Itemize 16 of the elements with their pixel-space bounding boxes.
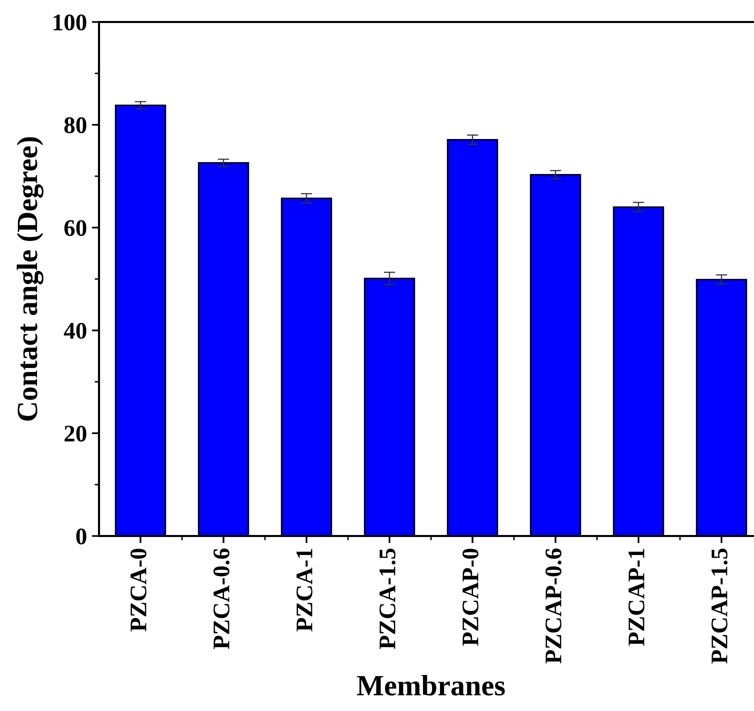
- x-tick-label: PZCAP-0: [462, 548, 478, 646]
- x-tick-label: PZCA-0.6: [213, 548, 230, 650]
- x-tick-label: PZCAP-0.6: [545, 548, 562, 664]
- y-tick-label: 60: [64, 220, 86, 236]
- y-tick-label: 40: [64, 322, 86, 339]
- x-axis-title: Membranes: [356, 674, 505, 696]
- y-axis-title: Contact angle (Degree): [16, 137, 44, 421]
- x-tick-label: PZCA-1.5: [380, 548, 396, 650]
- y-tick-label: 20: [64, 426, 86, 442]
- x-tick-label: PZCA-1: [296, 549, 312, 632]
- x-tick-label: PZCAP-1: [628, 549, 644, 646]
- y-tick-label: 100: [54, 14, 86, 30]
- x-tick-label: PZCAP-1.5: [712, 548, 728, 664]
- y-tick-label: 0: [76, 528, 86, 544]
- y-tick-label: 80: [64, 117, 86, 134]
- x-tick-label: PZCA-0: [130, 548, 146, 632]
